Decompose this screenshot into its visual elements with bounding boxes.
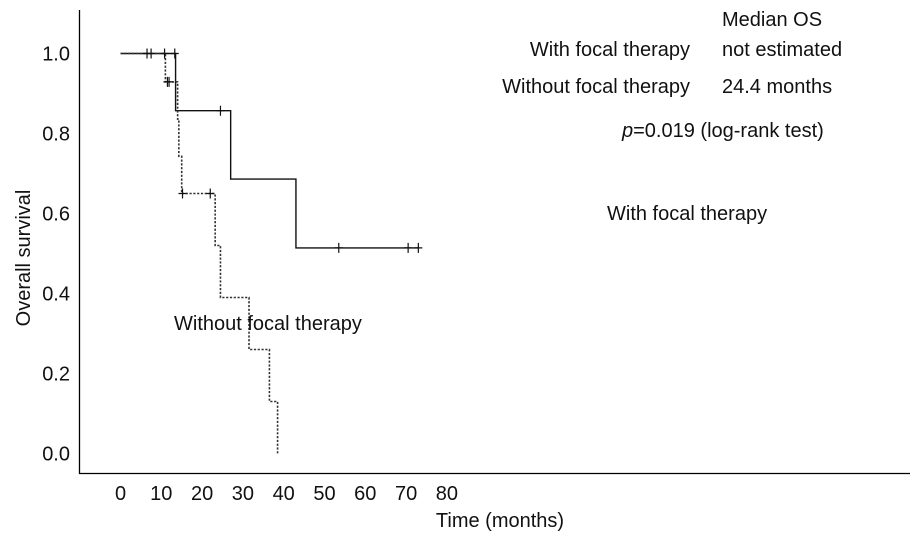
legend-value-without: 24.4 months bbox=[722, 76, 832, 98]
y-axis-title: Overall survival bbox=[13, 190, 35, 327]
censor-mark bbox=[334, 242, 343, 253]
median-os-header: Median OS bbox=[722, 9, 822, 31]
y-tick-label: 0.0 bbox=[42, 444, 70, 466]
censor-marks bbox=[143, 48, 423, 253]
censor-mark bbox=[216, 105, 225, 116]
curve-without-focal-therapy bbox=[120, 52, 279, 454]
x-tick-label: 80 bbox=[436, 483, 458, 505]
curve-label-without: Without focal therapy bbox=[174, 313, 362, 335]
p-value-symbol: p bbox=[621, 120, 633, 142]
legend-label-without: Without focal therapy bbox=[502, 76, 690, 98]
censor-mark bbox=[160, 48, 169, 59]
x-tick-label: 60 bbox=[354, 483, 376, 505]
x-tick-label: 50 bbox=[313, 483, 335, 505]
x-tick-label: 70 bbox=[395, 483, 417, 505]
x-axis-title: Time (months) bbox=[436, 510, 564, 532]
legend-value-with: not estimated bbox=[722, 39, 842, 61]
p-value-annotation: p=0.019 (log-rank test) bbox=[621, 120, 824, 142]
x-tick-label: 0 bbox=[115, 483, 126, 505]
x-tick-label: 10 bbox=[150, 483, 172, 505]
y-tick-label: 0.6 bbox=[42, 204, 70, 226]
x-tick-label: 30 bbox=[232, 483, 254, 505]
censor-mark bbox=[404, 242, 413, 253]
censor-mark bbox=[147, 48, 156, 59]
y-tick-label: 0.4 bbox=[42, 284, 70, 306]
curve-with-focal-therapy bbox=[120, 52, 419, 249]
censor-mark bbox=[206, 188, 215, 199]
y-tick-label: 1.0 bbox=[42, 44, 70, 66]
censor-mark bbox=[414, 242, 423, 253]
curve-label-with: With focal therapy bbox=[607, 203, 767, 225]
censor-mark bbox=[165, 76, 174, 87]
axes bbox=[78, 10, 910, 475]
censor-mark bbox=[170, 48, 179, 59]
survival-curves bbox=[120, 52, 419, 454]
y-tick-label: 0.8 bbox=[42, 124, 70, 146]
censor-mark bbox=[178, 188, 187, 199]
x-tick-label: 40 bbox=[273, 483, 295, 505]
tick-labels: 0 10 20 30 40 50 60 70 80 0.0 0.2 0.4 0.6 0.8 1.0 bbox=[42, 44, 458, 506]
x-tick-label: 20 bbox=[191, 483, 213, 505]
p-value-text: =0.019 (log-rank test) bbox=[633, 120, 824, 142]
y-tick-label: 0.2 bbox=[42, 364, 70, 386]
legend-label-with: With focal therapy bbox=[530, 39, 690, 61]
